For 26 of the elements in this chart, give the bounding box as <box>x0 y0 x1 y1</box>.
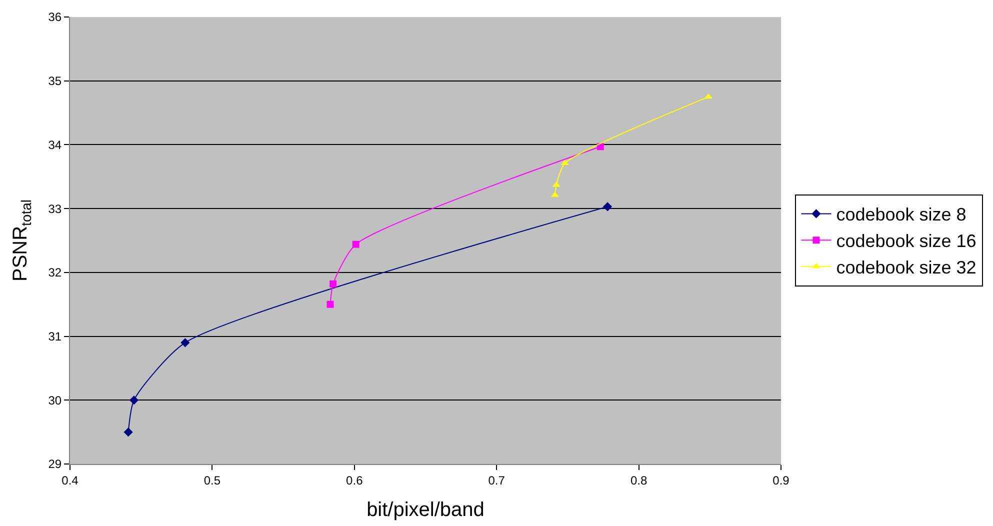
legend-label: codebook size 8 <box>836 204 966 225</box>
x-tick-label: 0.4 <box>62 473 79 488</box>
y-tick-label: 29 <box>48 457 62 472</box>
y-tick-label: 35 <box>48 74 62 88</box>
y-tick-label: 30 <box>48 393 62 408</box>
legend-label: codebook size 32 <box>836 258 976 278</box>
y-tick-label: 36 <box>48 10 62 24</box>
x-tick-label: 0.5 <box>204 473 221 488</box>
point <box>602 202 612 212</box>
point <box>330 280 337 288</box>
y-tick-label: 31 <box>48 329 62 344</box>
point <box>124 428 133 437</box>
x-axis-title: bit/pixel/band <box>366 498 484 521</box>
y-tick-label: 34 <box>48 138 62 152</box>
point <box>129 396 139 405</box>
x-tick-label: 0.9 <box>772 473 790 488</box>
x-tick-label: 0.6 <box>346 473 364 488</box>
y-tick-label: 32 <box>48 266 62 280</box>
point <box>326 300 334 308</box>
point <box>352 240 360 248</box>
x-tick-label: 0.8 <box>630 473 648 488</box>
point <box>180 338 190 348</box>
point <box>552 181 560 187</box>
legend-label: codebook size 16 <box>836 231 976 252</box>
x-tick-label: 0.7 <box>488 473 506 488</box>
y-tick-label: 33 <box>48 202 62 216</box>
